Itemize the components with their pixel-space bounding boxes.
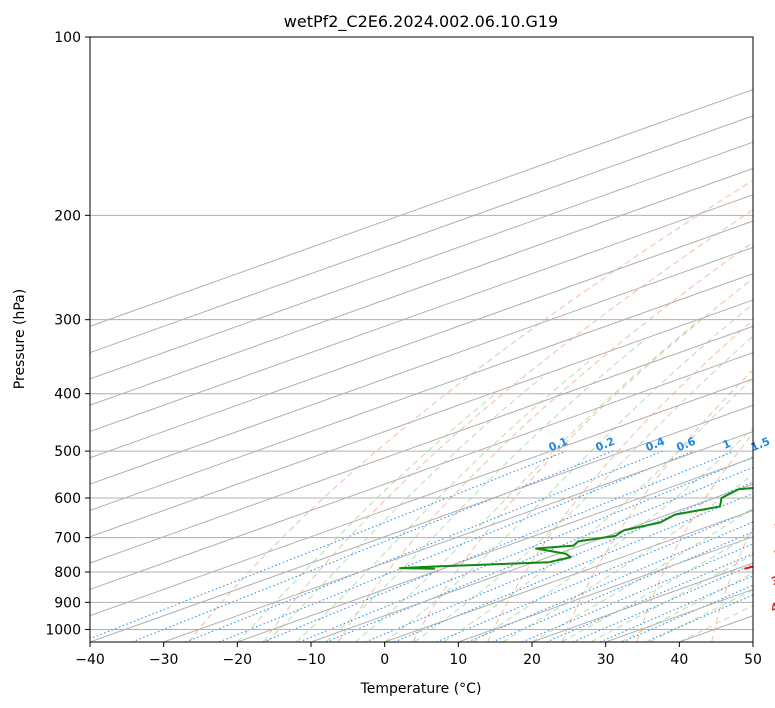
plot-frame — [89, 36, 754, 643]
grid-lines — [90, 37, 753, 642]
isotherm-line — [90, 115, 753, 354]
y-tick-label: 100 — [54, 30, 81, 46]
y-tick-label: 200 — [54, 208, 81, 224]
isotherm-line — [90, 220, 753, 459]
dewpoint-line — [398, 486, 753, 570]
y-tick-label: 300 — [54, 313, 81, 329]
y-tick-label: 400 — [54, 387, 81, 403]
isotherm-line — [90, 194, 753, 433]
isotherm-line — [90, 88, 753, 327]
dry-adiabat — [636, 432, 753, 642]
moist-adiabat — [295, 358, 592, 642]
dry-adiabat — [188, 179, 753, 642]
isotherm-line — [90, 246, 753, 485]
y-tick-label: 600 — [54, 491, 81, 507]
x-axis-title: Temperature (°C) — [360, 681, 482, 697]
y-axis-title: Pressure (hPa) — [12, 289, 28, 389]
y-axis: 100 200 300 400 500 600 700 800 900 1000 — [45, 30, 90, 638]
isotherm-line — [90, 352, 753, 590]
mixing-ratio-line — [185, 450, 664, 642]
x-tick-label: −40 — [75, 652, 105, 668]
dry-adiabat — [487, 319, 753, 642]
y-tick-label: 900 — [54, 595, 81, 611]
y-tick-label: 800 — [54, 565, 81, 581]
mixing-ratio-line — [436, 509, 753, 642]
moist-adiabat — [325, 339, 645, 642]
isotherm-line — [90, 141, 753, 380]
isotherm-label: 30 — [770, 570, 775, 588]
y-tick-label: 700 — [54, 531, 81, 547]
x-tick-label: 20 — [523, 652, 541, 668]
x-tick-label: −30 — [149, 652, 179, 668]
x-tick-label: 50 — [744, 652, 762, 668]
mixing-ratio-line — [218, 450, 694, 642]
isotherm-line — [90, 273, 753, 511]
mixing-ratio-line — [365, 481, 753, 642]
x-tick-label: 40 — [670, 652, 688, 668]
mixing-ratio-line — [90, 450, 567, 640]
isotherm-line — [163, 430, 753, 642]
isotherm-line — [458, 536, 753, 642]
moist-adiabat — [384, 303, 753, 642]
isotherm-line — [90, 404, 753, 642]
moist-adiabat — [472, 427, 753, 642]
y-tick-label: 1000 — [45, 622, 81, 638]
isotherm-line — [90, 167, 753, 406]
x-axis: −40 −30 −20 −10 0 10 20 30 40 50 — [75, 642, 762, 668]
x-tick-label: −10 — [296, 652, 326, 668]
isotherm-label: 20 — [772, 543, 775, 561]
isotherm-line — [90, 378, 753, 617]
dry-adiabat — [337, 241, 753, 642]
moist-adiabat — [236, 393, 496, 642]
mixing-ratio-line — [325, 466, 753, 642]
x-tick-label: 30 — [597, 652, 615, 668]
chart-title: wetPf2_C2E6.2024.002.06.10.G19 — [284, 12, 558, 32]
isotherm-label: 40 — [769, 597, 775, 615]
isotherm-label: 10 — [772, 517, 775, 535]
x-tick-label: 10 — [449, 652, 467, 668]
dry-adiabat — [263, 209, 753, 642]
y-tick-label: 500 — [54, 444, 81, 460]
x-tick-label: −20 — [223, 652, 253, 668]
dry-adiabat — [561, 369, 753, 642]
mixing-ratio-label: 1 — [721, 437, 733, 452]
isotherm-line — [384, 509, 753, 642]
isotherm-line — [310, 483, 753, 642]
mixing-ratio-line — [262, 450, 735, 642]
isotherm-line — [90, 299, 753, 538]
moist-adiabat — [354, 319, 701, 642]
moist-adiabat — [266, 376, 543, 642]
profile-lines — [398, 486, 753, 570]
x-tick-label: 0 — [380, 652, 389, 668]
isotherm-line — [237, 457, 753, 642]
isotherm-line — [90, 325, 753, 564]
